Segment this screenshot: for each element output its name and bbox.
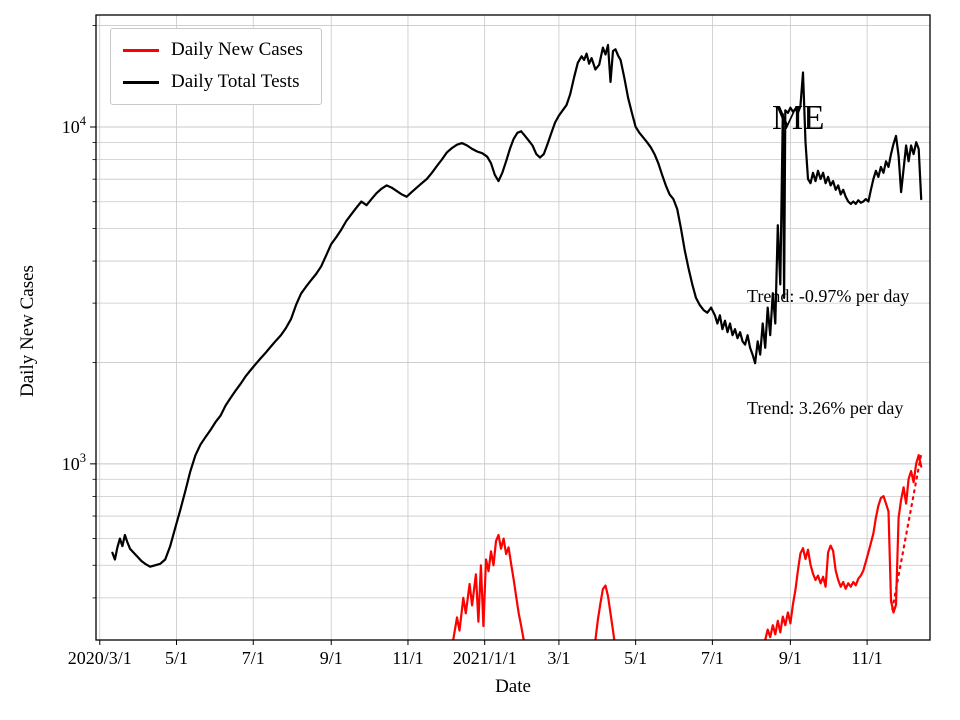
x-tick-label: 11/1 [851, 648, 882, 668]
state-label: ME [772, 98, 825, 137]
plot-border [95, 14, 931, 641]
series-line-new-cases [764, 454, 923, 640]
y-axis-label: Daily New Cases [17, 265, 38, 397]
x-tick-label: 7/1 [701, 648, 724, 668]
legend-label-new-cases: Daily New Cases [171, 39, 303, 60]
trend-annotation-cases: Trend: 3.26% per day [747, 398, 904, 418]
x-tick-label: 9/1 [320, 648, 343, 668]
x-tick-label: 11/1 [392, 648, 423, 668]
y-tick-label: 103 [62, 451, 86, 474]
x-tick-label: 9/1 [779, 648, 802, 668]
trend-annotation-tests: Trend: -0.97% per day [747, 286, 910, 306]
x-axis-label: Date [495, 676, 531, 697]
legend: Daily New Cases Daily Total Tests [110, 28, 322, 105]
series-line-new-cases [891, 452, 923, 611]
x-tick-label: 5/1 [165, 648, 188, 668]
legend-item-total-tests: Daily Total Tests [123, 70, 303, 93]
x-tick-label: 7/1 [242, 648, 265, 668]
legend-line-sample-tests-icon [123, 80, 159, 84]
x-tick-label: 3/1 [547, 648, 570, 668]
x-tick-label: 5/1 [624, 648, 647, 668]
legend-label-total-tests: Daily Total Tests [171, 70, 300, 92]
series-line-new-cases [594, 584, 616, 640]
x-tick-label: 2020/3/1 [68, 648, 132, 668]
legend-line-sample-cases-icon [123, 48, 159, 52]
series-line-total-tests [111, 43, 923, 568]
x-tick-label: 2021/1/1 [453, 648, 517, 668]
y-tick-label: 104 [62, 114, 87, 137]
series-line-new-cases [452, 533, 525, 640]
legend-item-new-cases: Daily New Cases [123, 39, 303, 61]
